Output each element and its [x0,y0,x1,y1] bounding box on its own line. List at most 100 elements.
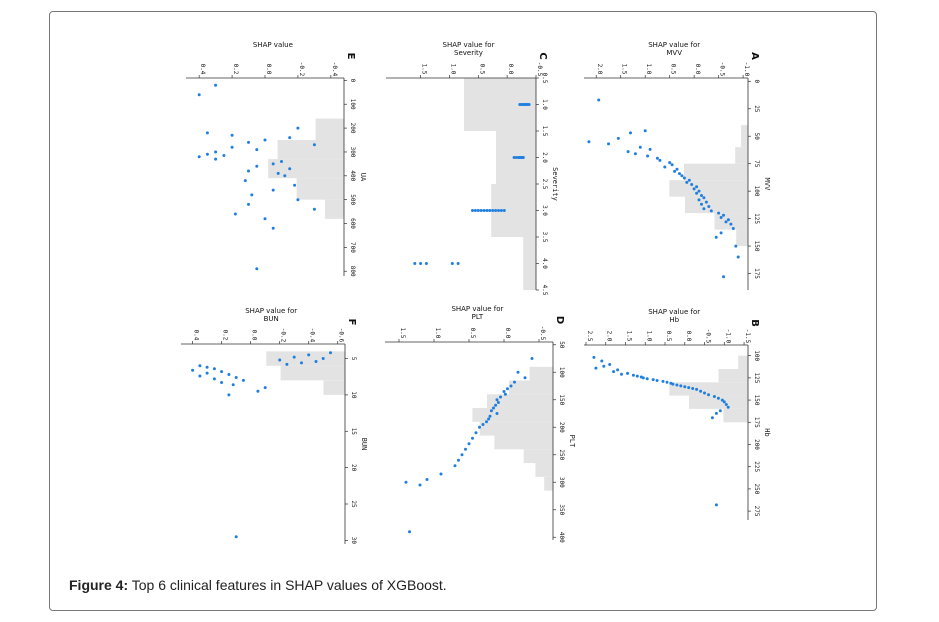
f-point [234,535,238,539]
d-hist-bar [544,476,553,491]
a-point [680,174,684,178]
e-point [214,83,218,87]
e-point [247,202,250,206]
f-point [263,386,267,390]
a-point [663,165,667,169]
f-point [212,367,216,371]
c-point [512,156,516,159]
b-point [683,385,687,389]
d-point [494,403,498,407]
d-point [495,398,499,402]
f-point [234,376,238,379]
d-y-tick-label: -0.5 [539,326,546,341]
e-point [276,171,280,175]
b-point [661,379,665,383]
f-x-tick-label: 5 [350,357,357,361]
d-point [516,370,520,374]
figure-caption: Figure 4: Top 6 clinical features in SHA… [69,577,447,593]
b-x-tick-label: 250 [753,483,760,494]
f-point [300,361,303,365]
e-point [230,133,234,137]
a-point [626,150,630,154]
c-point [456,262,460,265]
e-x-tick-label: 400 [349,170,356,181]
c-x-label: Severity [551,167,559,201]
a-y-tick-label: 0.5 [670,64,677,75]
b-point [651,378,655,382]
a-point [587,140,591,144]
e-point [214,150,218,154]
d-hist-bar [529,366,553,381]
a-hist-bar [669,180,748,197]
a-hist-bar [685,196,748,214]
c-point [479,209,483,212]
b-point [655,379,659,382]
f-point [256,389,260,393]
f-point [292,355,296,359]
b-point [679,384,683,388]
b-hist-bar [669,382,748,396]
e-x-tick-label: 100 [349,99,356,110]
e-point [247,169,250,173]
c-point [518,156,522,159]
c-point [491,209,495,212]
e-hist-bar [268,159,344,179]
a-point [648,147,652,151]
b-point [724,403,728,406]
f-point [241,378,245,382]
c-point [413,262,417,265]
b-point [716,396,720,400]
f-x-tick-label: 15 [350,428,357,436]
d-point [478,425,481,429]
a-point [700,194,703,197]
d-point [460,453,464,457]
b-point [710,416,714,420]
d-point [467,442,471,446]
d-point [502,390,506,393]
a-point [702,207,706,211]
figure-frame [49,11,877,611]
b-point [703,391,706,395]
d-hist-bar [523,449,553,464]
a-x-tick-label: 150 [753,241,760,252]
a-panel-letter: A [749,52,760,60]
c-point [499,209,503,212]
d-point [474,431,478,435]
f-point [314,360,318,363]
a-point [692,187,696,191]
c-point [518,103,522,106]
d-hist-bar [535,463,553,477]
b-x-tick-label: 100 [753,350,760,361]
a-y-tick-label: -0.5 [719,62,726,77]
panel-e: -0.4 -0.2 0.0 0.2 0.4 0 100 200 300 400 500 600 700 8… [186,41,367,277]
f-hist-bar [266,351,345,366]
d-point [457,458,460,462]
d-title-line: SHAP value for [451,305,503,313]
b-y-tick-label: 0.5 [665,331,672,342]
b-point [718,409,722,413]
panel-d: -0.5 0.0 0.5 1.0 1.5 50 100 150 200 250 300 350 400 P… [385,305,576,543]
a-point [724,220,728,224]
c-y-tick-label: 1.0 [450,64,457,75]
a-point [633,152,637,156]
b-point [608,363,612,366]
panel-f: -0.6-0.4-0.20.00.20.451015202530BUNSHAP … [181,307,368,544]
d-x-tick-label: 400 [558,532,565,543]
a-y-tick-label: 1.5 [621,64,628,75]
c-point [473,209,477,212]
c-point [494,209,498,212]
a-point [646,154,650,158]
b-point [726,405,730,409]
d-x-tick-label: 100 [558,367,565,378]
a-x-tick-label: 100 [753,186,760,197]
b-hist-bar [718,369,748,383]
a-point [658,158,662,162]
f-x-tick-label: 10 [350,391,357,399]
d-x-tick-label: 350 [558,504,565,515]
c-point [520,156,524,159]
d-point [471,436,474,440]
f-y-tick-label: 0.2 [222,330,229,341]
d-point [481,423,485,426]
a-point [704,200,708,204]
c-y-tick-label: 1.5 [421,64,428,75]
